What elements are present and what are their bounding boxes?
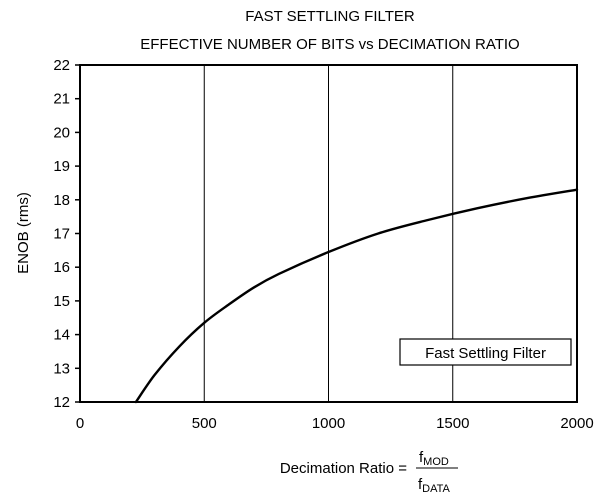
series-layer bbox=[134, 188, 579, 404]
y-tick-label-17: 17 bbox=[53, 226, 70, 243]
x-axis-label-denominator: fDATA bbox=[418, 476, 451, 495]
y-tick-label-21: 21 bbox=[53, 91, 70, 108]
y-tick-label-20: 20 bbox=[53, 124, 70, 141]
x-axis-label-prefix: Decimation Ratio = bbox=[280, 460, 407, 477]
x-axis-label-numerator: fMOD bbox=[419, 449, 449, 468]
y-tick-label-18: 18 bbox=[53, 192, 70, 209]
series-line-0 bbox=[134, 188, 579, 404]
x-tick-label-500: 500 bbox=[192, 415, 217, 432]
x-tick-label-0: 0 bbox=[76, 415, 84, 432]
x-tick-label-1500: 1500 bbox=[436, 415, 469, 432]
legend-box bbox=[399, 338, 572, 366]
y-tick-label-19: 19 bbox=[53, 158, 70, 175]
y-tick-label-22: 22 bbox=[53, 57, 70, 74]
x-axis-label: Decimation Ratio = fMOD fDATA bbox=[280, 449, 458, 495]
chart-title: FAST SETTLING FILTER bbox=[245, 8, 415, 25]
x-tick-label-1000: 1000 bbox=[312, 415, 345, 432]
x-axis-ticks: 0 500 1000 1500 2000 bbox=[76, 415, 594, 432]
y-tick-label-16: 16 bbox=[53, 259, 70, 276]
legend-label: Fast Settling Filter bbox=[425, 345, 546, 362]
y-tick-label-15: 15 bbox=[53, 293, 70, 310]
y-tick-label-13: 13 bbox=[53, 360, 70, 377]
y-tick-label-12: 12 bbox=[53, 394, 70, 411]
numerator-subscript: MOD bbox=[423, 456, 449, 468]
chart-subtitle: EFFECTIVE NUMBER OF BITS vs DECIMATION R… bbox=[140, 36, 519, 53]
y-tick-label-14: 14 bbox=[53, 327, 70, 344]
y-axis-label: ENOB (rms) bbox=[15, 192, 32, 274]
legend: Fast Settling Filter bbox=[399, 338, 572, 366]
denominator-subscript: DATA bbox=[422, 483, 450, 495]
y-axis-ticks: 12 13 14 15 16 17 18 19 20 21 22 bbox=[53, 57, 80, 411]
plot-frame bbox=[79, 64, 578, 403]
denominator-symbol: f bbox=[418, 476, 423, 493]
x-tick-label-2000: 2000 bbox=[560, 415, 593, 432]
numerator-symbol: f bbox=[419, 449, 424, 466]
